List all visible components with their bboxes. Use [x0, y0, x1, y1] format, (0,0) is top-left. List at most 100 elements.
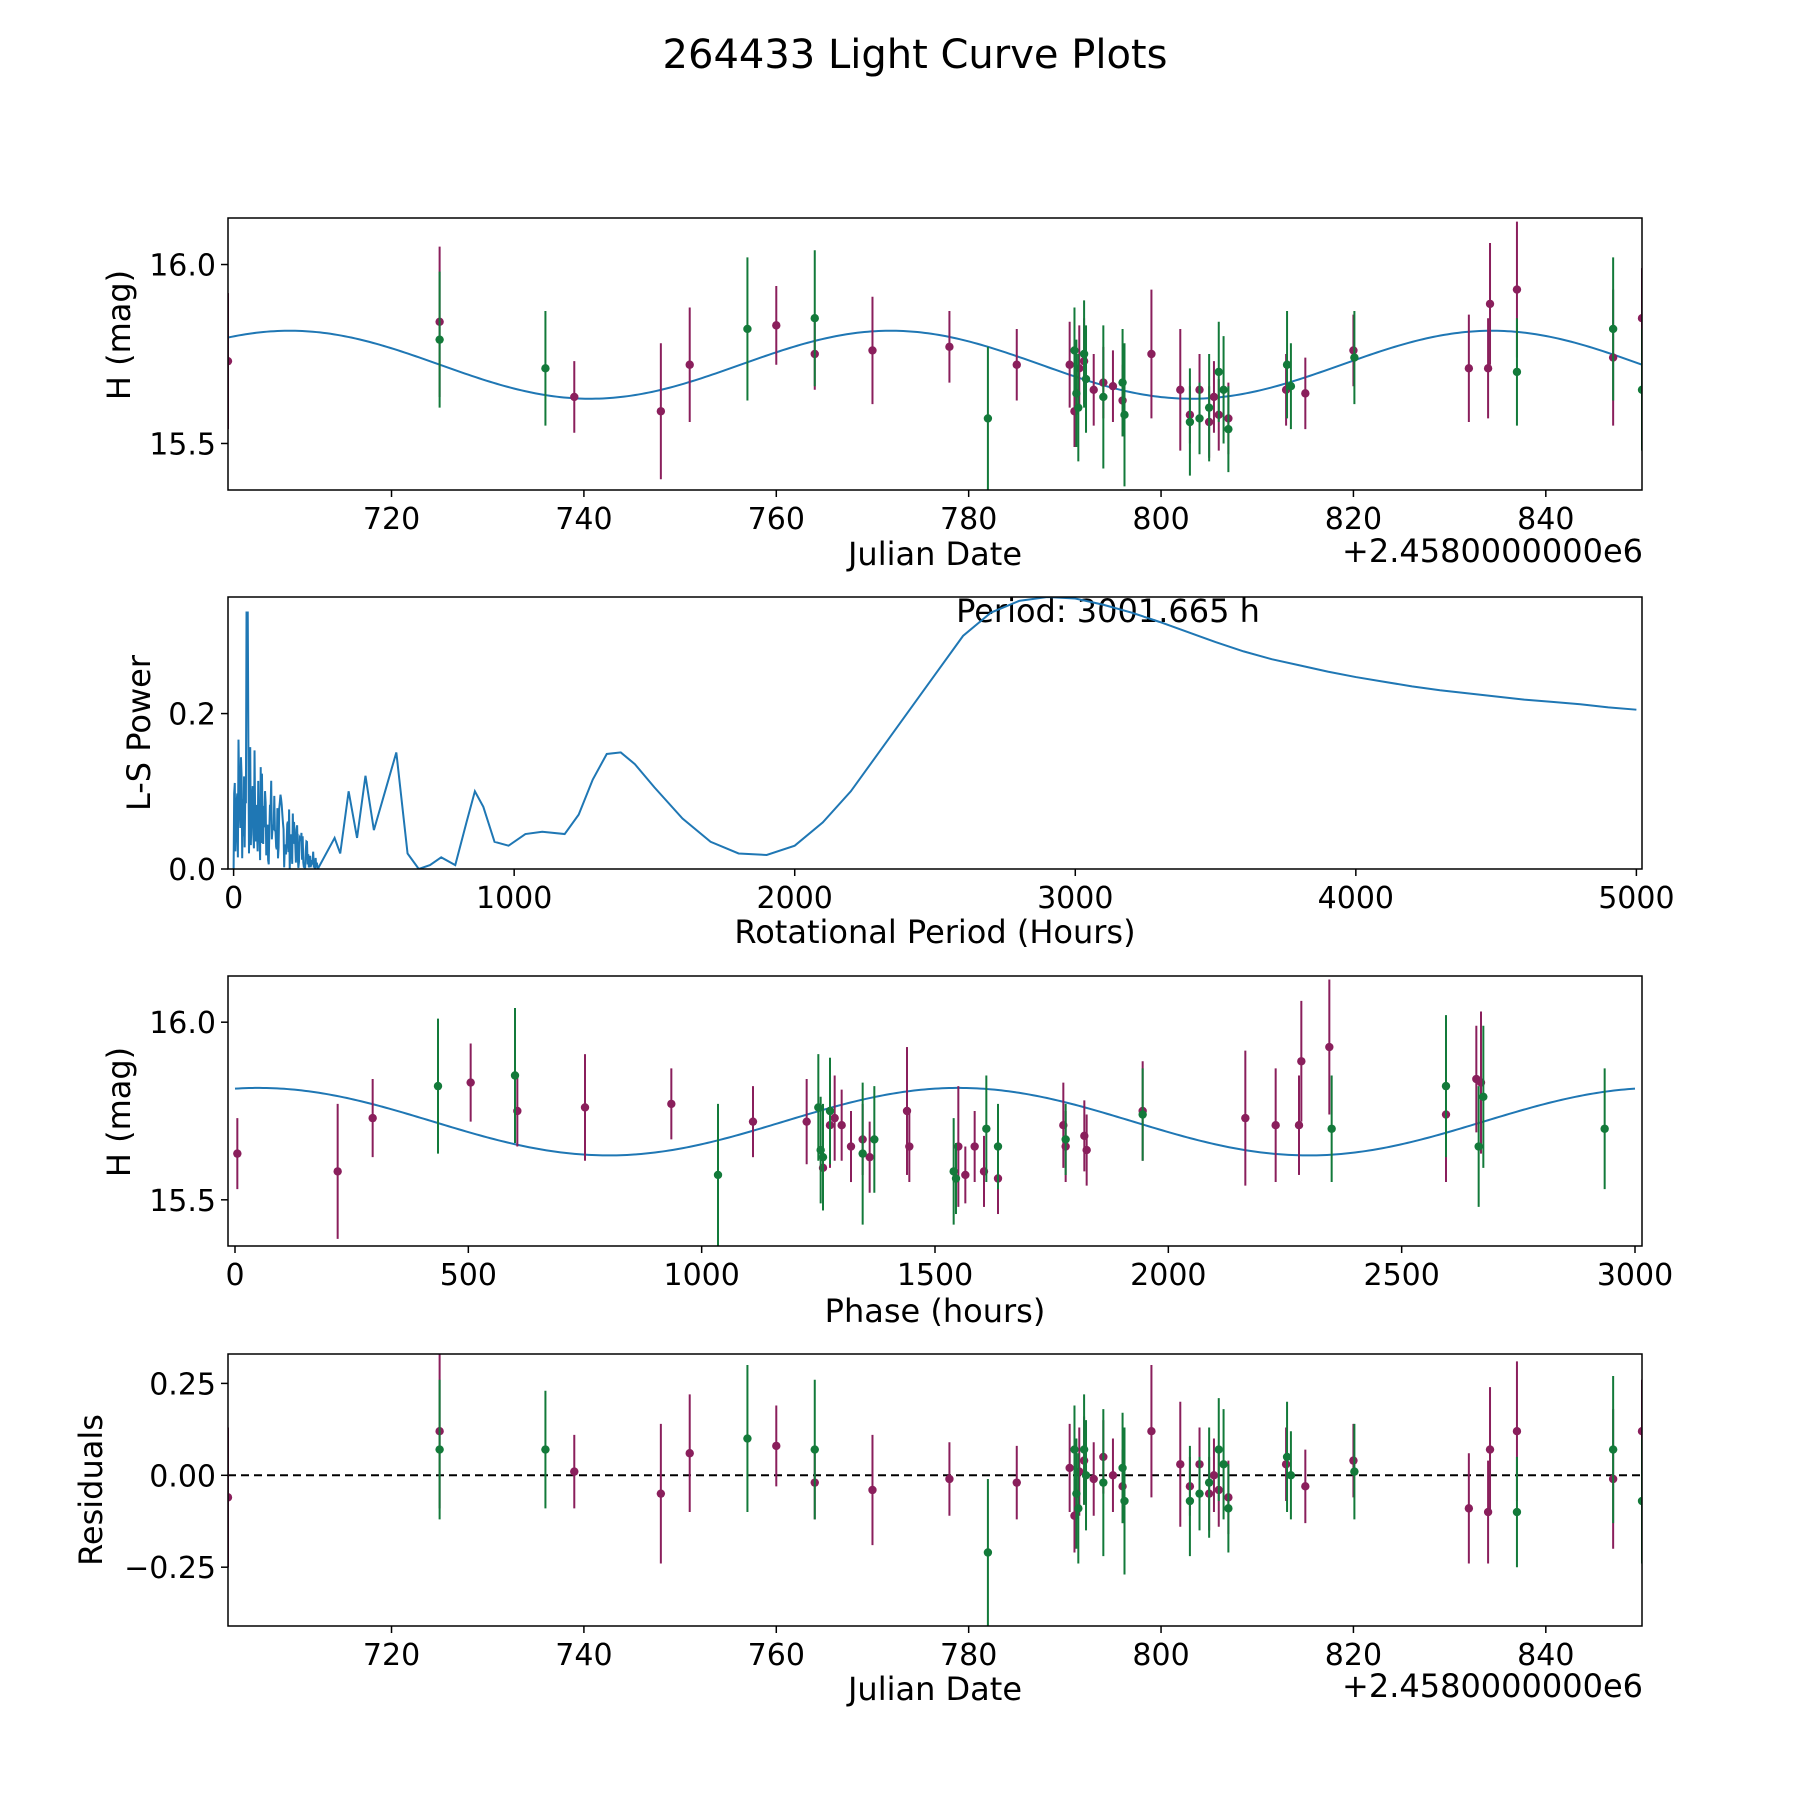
lightcurve-point [541, 364, 550, 373]
residuals-point [1176, 1460, 1185, 1469]
phase-point [748, 1117, 758, 1126]
phase-point [1297, 1057, 1306, 1066]
phase-point [1441, 1081, 1451, 1091]
lightcurve-point [1147, 349, 1156, 359]
phase-series-magenta [233, 979, 1486, 1239]
phase-ytick-label: 16.0 [149, 1006, 216, 1041]
lightcurve-offset-label: +2.4580000000e6 [1342, 532, 1643, 570]
lightcurve-point [1070, 346, 1079, 355]
lightcurve-xtick-label: 720 [363, 502, 420, 537]
lightcurve-point [1099, 392, 1108, 402]
lightcurve-point [1637, 314, 1642, 323]
lightcurve-point [1485, 299, 1495, 309]
lightcurve-ytick-label: 15.5 [149, 427, 216, 462]
residuals-xtick-label: 800 [1132, 1638, 1189, 1673]
residuals-point [685, 1449, 694, 1458]
phase-point [993, 1142, 1003, 1151]
lightcurve-point [570, 392, 579, 402]
lightcurve-point [1118, 378, 1127, 387]
residuals-point [656, 1489, 666, 1498]
residuals-point [435, 1445, 444, 1454]
residuals-point [1512, 1507, 1522, 1517]
residuals-point [1301, 1482, 1310, 1491]
lightcurve-plot-area [228, 221, 1642, 490]
residuals-ytick-label: 0.00 [149, 1459, 216, 1494]
phase-series-green [433, 1007, 1609, 1246]
residuals-series-green [435, 1365, 1642, 1626]
phase-point [1327, 1124, 1336, 1133]
phase-axes-frame [227, 975, 1643, 1247]
lightcurve-series-green [435, 250, 1642, 490]
residuals-point [1079, 1445, 1089, 1454]
residuals-point [1637, 1496, 1642, 1506]
phase-point [1474, 1142, 1483, 1151]
lightcurve-point [1214, 367, 1223, 377]
lightcurve-point [1176, 385, 1185, 394]
lightcurve-xtick-label: 780 [940, 502, 997, 537]
phase-point [1600, 1124, 1609, 1133]
periodogram-axes-frame [227, 596, 1643, 870]
lightcurve-point [1219, 385, 1228, 394]
residuals-point [983, 1548, 993, 1557]
residuals-point [810, 1445, 819, 1454]
lightcurve-point [1012, 360, 1021, 369]
lightcurve-point [1483, 364, 1493, 373]
residuals-offset-label: +2.4580000000e6 [1342, 1667, 1643, 1705]
lightcurve-xlabel: Julian Date [846, 535, 1022, 573]
phase-point [870, 1135, 879, 1144]
periodogram-xtick-label: 2000 [757, 881, 833, 916]
periodogram-line [232, 597, 1637, 869]
phase-point [233, 1149, 242, 1158]
periodogram-xtick-label: 0 [224, 881, 243, 916]
phase-xtick-label: 2000 [1130, 1258, 1206, 1293]
lightcurve-ytick-label: 16.0 [149, 249, 216, 284]
lightcurve-point [1512, 367, 1522, 377]
lightcurve-series-magenta [228, 221, 1642, 480]
phase-xtick-label: 3000 [1597, 1258, 1673, 1293]
phase-point [1294, 1121, 1304, 1130]
phase-point [951, 1174, 961, 1183]
phase-point [1138, 1110, 1147, 1119]
lightcurve-xtick-label: 820 [1325, 502, 1382, 537]
phase-point [818, 1152, 828, 1162]
periodogram-panel: L-S Power Rotational Period (Hours) Peri… [120, 592, 1675, 951]
lightcurve-point [1108, 382, 1118, 391]
residuals-point [228, 1493, 233, 1502]
residuals-point [541, 1445, 550, 1454]
lightcurve-panel: H (mag) Julian Date +2.4580000000e6 720 7… [100, 217, 1643, 573]
residuals-xtick-label: 720 [363, 1638, 420, 1673]
phase-point [1061, 1135, 1070, 1144]
phase-point [667, 1099, 676, 1109]
residuals-ytick-label: 0.25 [149, 1367, 216, 1402]
phase-point [510, 1071, 520, 1080]
residuals-point [1204, 1478, 1214, 1487]
phase-point [1082, 1145, 1091, 1155]
phase-xtick-label: 1500 [897, 1258, 973, 1293]
lightcurve-point [1195, 414, 1204, 423]
phase-point [825, 1106, 835, 1116]
lightcurve-point [1350, 353, 1359, 362]
lightcurve-point [1204, 403, 1214, 412]
lightcurve-point [228, 356, 233, 366]
lightcurve-point [1286, 382, 1296, 391]
residuals-point [1147, 1426, 1156, 1436]
lightcurve-point [1282, 360, 1292, 369]
phase-point [982, 1124, 991, 1133]
residuals-point [868, 1485, 877, 1495]
phase-point [961, 1170, 970, 1180]
phase-point [905, 1142, 914, 1151]
lightcurve-model-curve [228, 329, 1642, 400]
residuals-panel: Residuals Julian Date +2.4580000000e6 72… [72, 1353, 1643, 1708]
residuals-point [1637, 1426, 1642, 1436]
phase-point [858, 1149, 867, 1158]
lightcurve-point [1120, 410, 1129, 420]
residuals-point [1483, 1507, 1493, 1517]
residuals-point [1286, 1471, 1296, 1480]
lightcurve-point [1081, 374, 1091, 384]
residuals-point [743, 1434, 752, 1443]
residuals-point [1350, 1467, 1359, 1476]
residuals-point [1072, 1489, 1081, 1498]
lightcurve-point [1464, 364, 1474, 373]
lightcurve-xtick-label: 800 [1132, 502, 1189, 537]
